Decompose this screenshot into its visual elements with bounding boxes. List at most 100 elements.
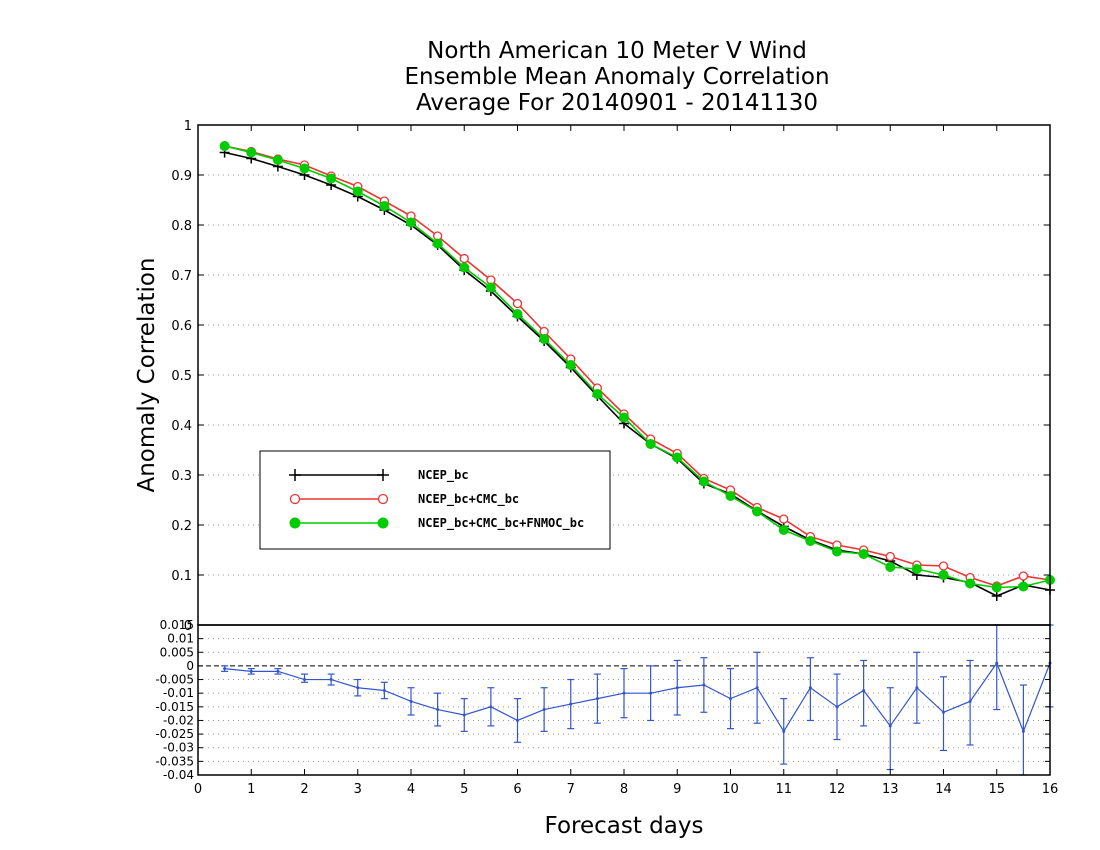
x-tick-label: 7	[567, 782, 575, 797]
difference-point	[835, 705, 839, 709]
series-3-point	[379, 201, 390, 211]
difference-y-tick-label: -0.005	[155, 673, 194, 687]
x-tick-label: 3	[354, 782, 362, 797]
difference-y-tick-label: 0.015	[160, 618, 194, 632]
series-3-point	[592, 389, 603, 399]
series-3-point	[326, 173, 337, 184]
difference-point	[888, 724, 892, 728]
series-3-point	[406, 217, 416, 228]
main-y-tick-label: 1	[184, 119, 192, 134]
series-line-1	[224, 151, 1051, 597]
series-3-point	[352, 186, 363, 197]
difference-y-tick-label: 0.005	[160, 645, 194, 659]
difference-y-tick-label: -0.02	[163, 713, 194, 727]
difference-point	[542, 708, 546, 712]
y-axis-label: Anomaly Correlation	[134, 257, 160, 492]
difference-point	[729, 697, 732, 701]
main-y-tick-label: 0.2	[171, 519, 192, 534]
chart-title-line-1: North American 10 Meter V Wind	[427, 38, 807, 64]
main-y-tick-label: 0.5	[171, 369, 192, 384]
main-y-tick-label: 0.8	[171, 219, 192, 234]
series-3-point	[246, 147, 257, 158]
x-tick-label: 1	[247, 782, 255, 797]
difference-point	[995, 661, 999, 665]
main-y-tick-label: 0.4	[171, 419, 192, 434]
series-2-point	[1018, 571, 1029, 581]
legend-label-3: NCEP_bc+CMC_bc+FNMOC_bc	[418, 516, 584, 531]
series-3-point	[832, 546, 842, 557]
difference-line	[224, 661, 1051, 734]
difference-series-group	[221, 624, 1054, 776]
series-3-point	[858, 549, 869, 559]
difference-point	[462, 713, 466, 717]
series-3-point	[432, 238, 443, 249]
difference-point	[915, 686, 919, 690]
chart-title-line-2: Ensemble Mean Anomaly Correlation	[404, 64, 829, 90]
main-y-tick-label: 0.6	[171, 319, 192, 334]
difference-point	[755, 686, 759, 690]
series-3-point	[778, 525, 789, 535]
legend-marker-3b	[377, 517, 389, 529]
legend-label-2: NCEP_bc+CMC_bc	[418, 492, 519, 507]
series-3-point	[805, 536, 816, 546]
series-2-point	[779, 514, 789, 524]
series-3-point	[565, 360, 576, 370]
series-2-point	[885, 551, 895, 562]
legend-label-1: NCEP_bc	[418, 468, 469, 483]
series-3-point	[539, 334, 550, 344]
main-y-tick-label: 0	[184, 619, 192, 634]
x-tick-label: 0	[194, 782, 202, 797]
series-3-point	[752, 506, 763, 517]
difference-y-tick-label: -0.025	[155, 727, 194, 741]
series-3-point	[885, 562, 896, 572]
x-tick-label: 2	[300, 782, 308, 797]
x-tick-label: 15	[988, 782, 1005, 797]
difference-point	[382, 688, 386, 692]
main-y-tick-label: 0.3	[171, 469, 192, 484]
x-tick-label: 8	[620, 782, 628, 797]
series-3-point	[938, 570, 949, 580]
difference-point	[782, 729, 786, 733]
x-tick-label: 5	[460, 782, 468, 797]
x-tick-label: 9	[673, 782, 681, 797]
series-2-point	[459, 253, 469, 264]
x-tick-label: 11	[775, 782, 792, 797]
x-axis-label: Forecast days	[545, 813, 704, 839]
legend-marker-2	[289, 493, 301, 505]
series-3-point	[512, 309, 523, 319]
legend-marker-1b	[377, 469, 389, 481]
series-2-point	[938, 561, 949, 571]
difference-point	[942, 710, 945, 714]
series-3-point	[991, 582, 1002, 593]
series-3-point	[725, 491, 736, 501]
difference-y-tick-label: -0.015	[155, 700, 194, 714]
difference-y-ticks: 0.0150.010.0050-0.005-0.01-0.015-0.02-0.…	[155, 618, 1050, 782]
series-3-point	[272, 155, 283, 165]
main-series-group	[219, 141, 1055, 601]
series-3-point	[485, 282, 496, 293]
difference-y-tick-label: -0.01	[163, 686, 194, 700]
difference-point	[276, 669, 280, 673]
legend-marker-3	[289, 517, 301, 529]
difference-point	[808, 686, 812, 690]
difference-y-tick-label: -0.03	[163, 741, 194, 755]
difference-y-tick-label: -0.04	[163, 768, 194, 782]
difference-point	[1021, 729, 1025, 733]
x-tick-label: 14	[935, 782, 952, 797]
series-1-point	[991, 591, 1002, 601]
series-3-point	[965, 578, 976, 589]
difference-error-bar	[886, 687, 894, 771]
series-3-point	[698, 476, 709, 487]
difference-point	[249, 669, 253, 673]
main-y-tick-label: 0.7	[171, 269, 192, 284]
legend-box	[259, 450, 611, 550]
difference-y-tick-label: -0.035	[155, 754, 194, 768]
x-ticks: 0 1 2 3 4 5 6 7 8 9 10 11 12 13 14 15 16	[194, 125, 1058, 797]
series-3-point	[645, 439, 656, 449]
series-3-point	[219, 141, 230, 151]
difference-error-bar	[860, 659, 868, 727]
difference-y-tick-label: 0	[186, 659, 194, 673]
series-3-point	[1018, 581, 1029, 592]
